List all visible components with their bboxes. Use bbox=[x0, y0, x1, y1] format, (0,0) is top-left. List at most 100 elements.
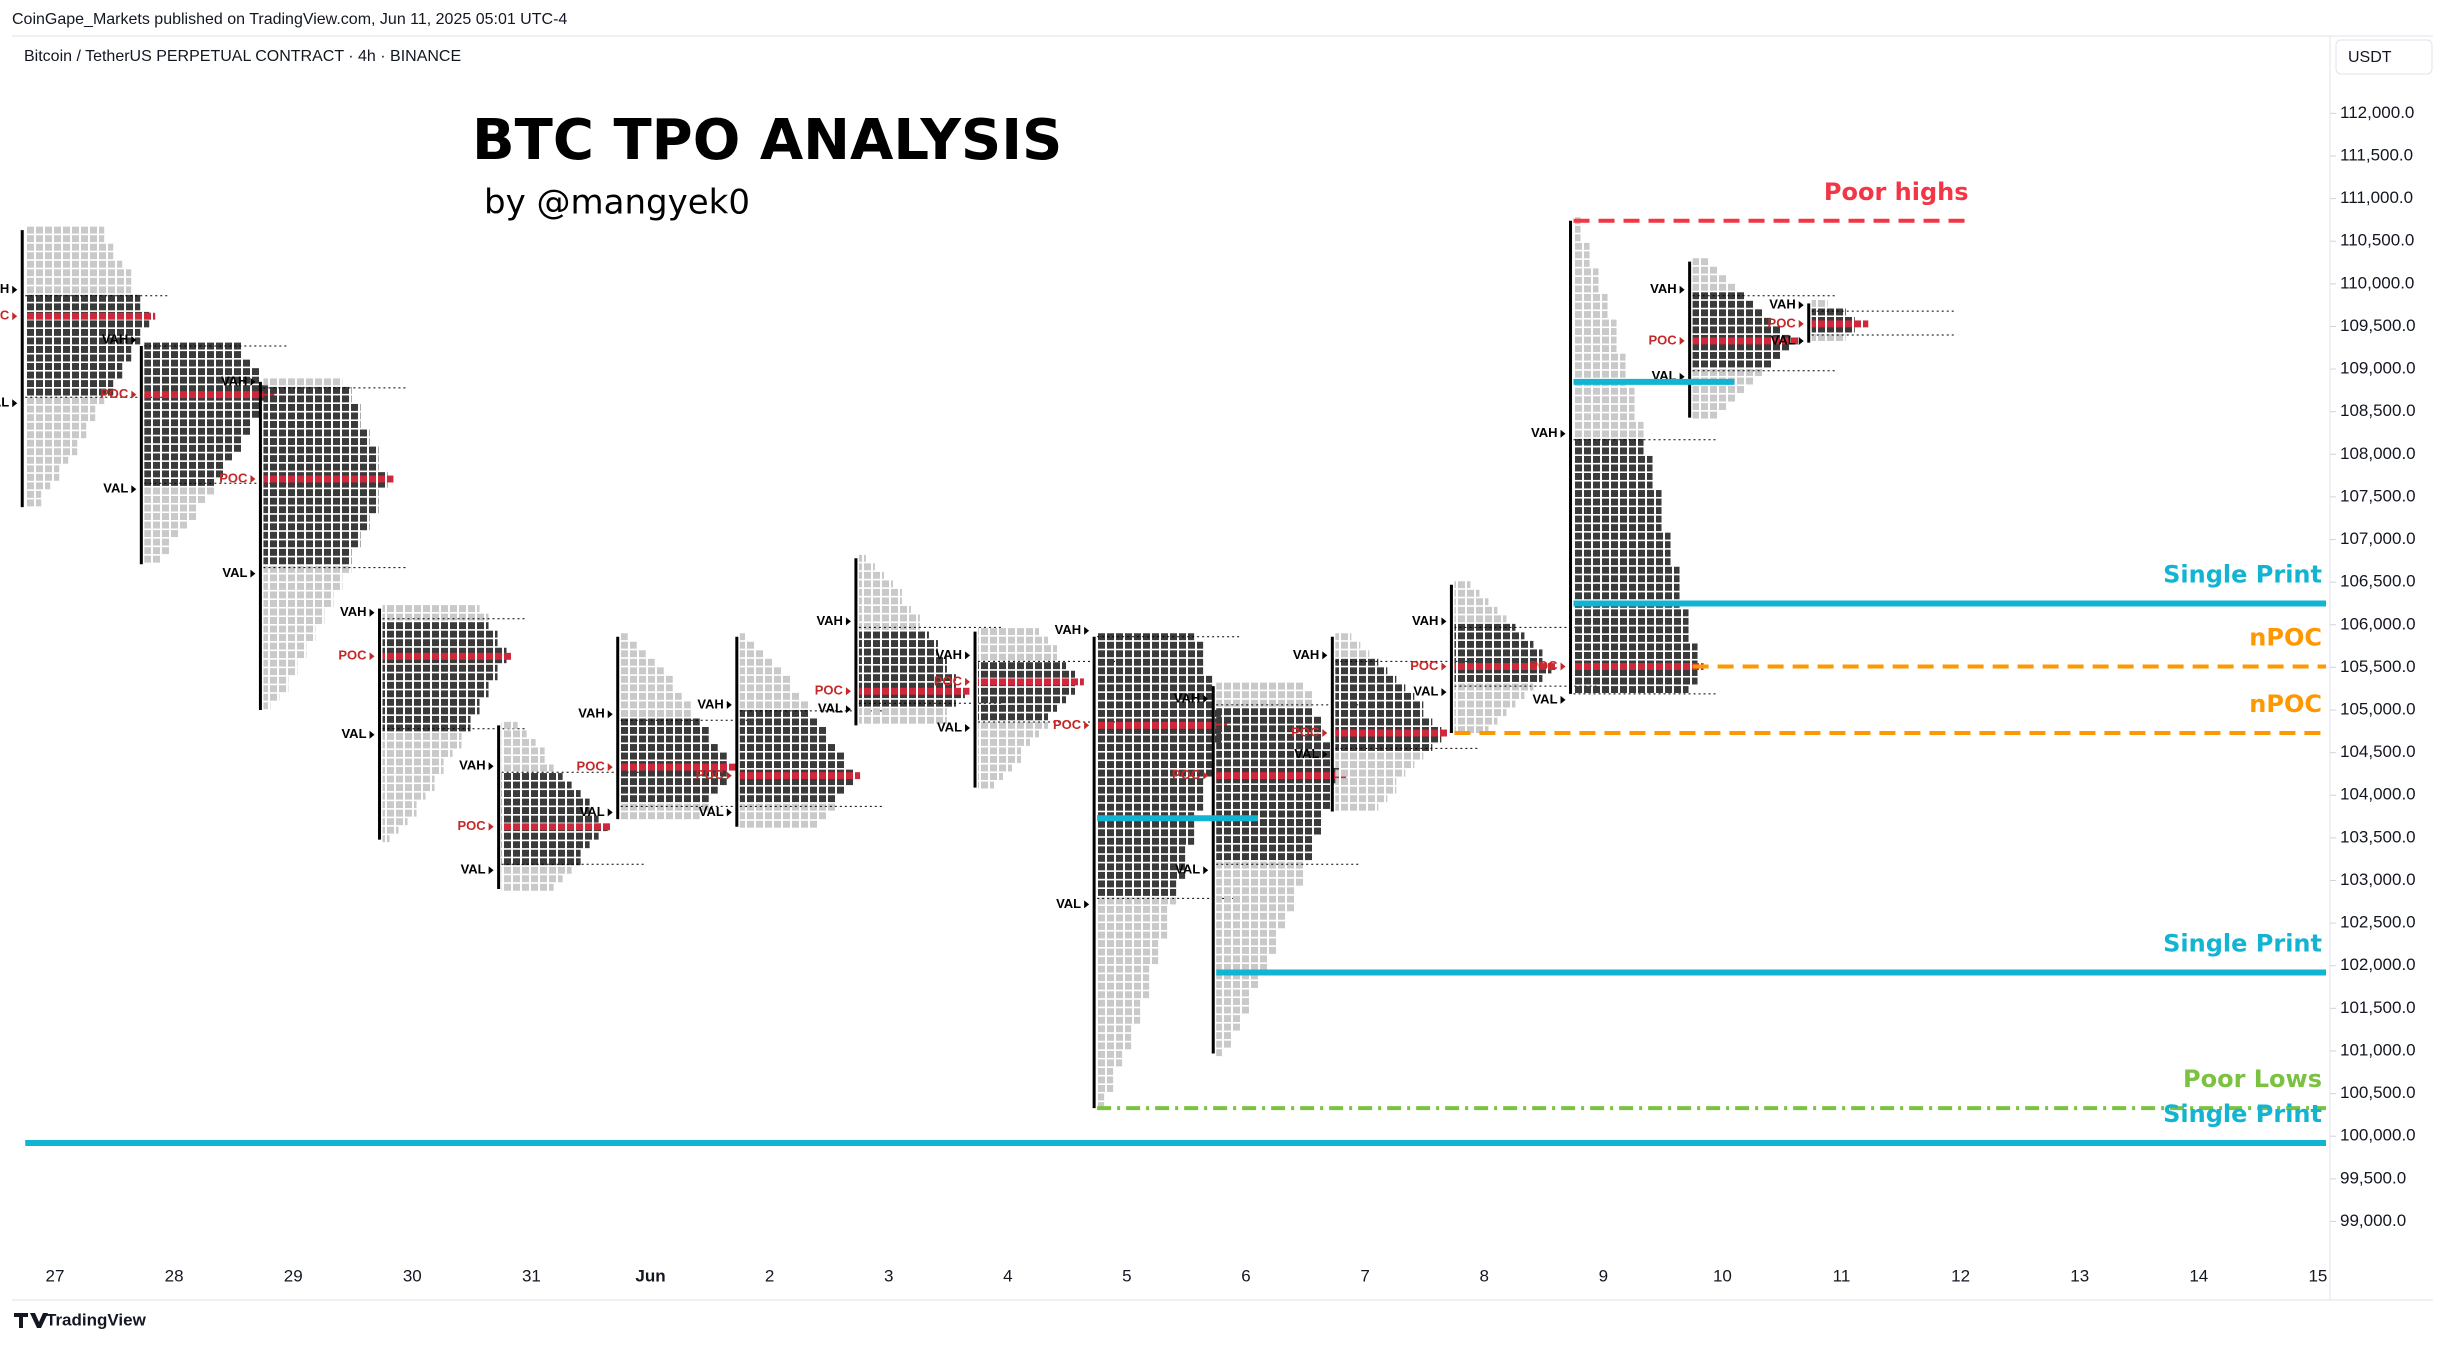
tpo-row bbox=[263, 540, 361, 548]
tpo-row bbox=[1573, 626, 1689, 634]
level-arrow bbox=[607, 808, 613, 817]
tpo-row bbox=[1097, 658, 1204, 666]
tpo-row bbox=[1573, 345, 1617, 353]
tpo-row bbox=[25, 226, 105, 234]
level-arrow bbox=[131, 336, 137, 345]
tpo-row bbox=[858, 588, 902, 596]
x-tick-label: 2 bbox=[765, 1266, 774, 1285]
val-label: VAL bbox=[0, 395, 9, 410]
tpo-row bbox=[1097, 897, 1177, 905]
tpo-row bbox=[382, 630, 498, 638]
tpo-row bbox=[1097, 778, 1204, 786]
tpo-row bbox=[1454, 700, 1516, 708]
tpo-row bbox=[1097, 701, 1213, 709]
tpo-row bbox=[501, 798, 590, 806]
y-tick-label: 110,000.0 bbox=[2340, 273, 2414, 292]
tpo-row bbox=[1454, 692, 1525, 699]
tpo-row bbox=[1573, 353, 1626, 361]
tpo-row bbox=[1097, 667, 1204, 675]
tpo-row bbox=[978, 696, 1067, 704]
x-tick-label: 28 bbox=[165, 1266, 184, 1285]
tpo-row bbox=[1573, 455, 1653, 463]
level-arrow bbox=[488, 822, 494, 831]
level-arrow bbox=[131, 390, 137, 399]
tpo-row bbox=[620, 786, 718, 794]
tpo-row bbox=[1335, 718, 1433, 726]
tpo-row bbox=[739, 744, 837, 751]
tpo-row bbox=[263, 489, 379, 497]
tpo-row bbox=[263, 668, 298, 676]
tpo-row bbox=[1454, 598, 1489, 606]
tpo-row bbox=[25, 252, 114, 260]
tpo-row bbox=[1097, 948, 1159, 956]
tpo-row bbox=[144, 513, 197, 520]
tpo-row bbox=[1097, 982, 1150, 990]
tpo-row bbox=[1097, 957, 1159, 965]
tpo-row bbox=[1692, 343, 1790, 351]
annotation-label: nPOC bbox=[2249, 624, 2322, 652]
tpo-row bbox=[1097, 1042, 1132, 1050]
tpo-row bbox=[263, 438, 370, 445]
tpo-row bbox=[1454, 615, 1507, 623]
val-label: VAL bbox=[341, 726, 366, 741]
tpo-row bbox=[858, 657, 947, 665]
tpo-row bbox=[263, 446, 379, 454]
poc-row bbox=[739, 772, 861, 780]
tpo-row bbox=[1573, 234, 1581, 242]
tpo-row bbox=[1097, 923, 1168, 930]
tpo-row bbox=[501, 807, 590, 815]
tpo-row bbox=[858, 580, 893, 588]
tpo-row bbox=[501, 858, 581, 866]
vah-label: VAH bbox=[1293, 647, 1319, 662]
poc-row bbox=[1097, 721, 1228, 729]
val-label: VAL bbox=[1771, 332, 1796, 347]
x-tick-label: Jun bbox=[635, 1266, 665, 1285]
y-tick-label: 100,000.0 bbox=[2340, 1126, 2416, 1145]
tpo-row bbox=[620, 692, 682, 700]
tpo-row bbox=[978, 713, 1049, 721]
tpo-row bbox=[1097, 1025, 1132, 1033]
y-tick-label: 109,500.0 bbox=[2340, 316, 2416, 335]
val-label: VAL bbox=[1532, 691, 1557, 706]
level-arrow bbox=[1441, 688, 1447, 697]
tpo-row bbox=[739, 752, 846, 760]
tpo-row bbox=[1216, 1049, 1224, 1057]
tpo-row bbox=[1216, 853, 1314, 861]
tpo-row bbox=[382, 707, 480, 715]
tpo-row bbox=[1335, 667, 1388, 675]
level-arrow bbox=[250, 475, 256, 484]
tpo-row bbox=[1573, 311, 1608, 318]
poc-label: POC bbox=[457, 818, 486, 833]
poc-label: POC bbox=[815, 683, 844, 698]
tpo-row bbox=[1335, 650, 1370, 658]
vah-label: VAH bbox=[816, 613, 842, 628]
tpo-row bbox=[1216, 733, 1323, 741]
tpo-row bbox=[739, 820, 819, 828]
tpo-row bbox=[858, 597, 902, 605]
tpo-row bbox=[1573, 524, 1662, 532]
tpo-row bbox=[263, 608, 325, 616]
tpo-row bbox=[1573, 541, 1671, 549]
x-tick-label: 4 bbox=[1003, 1266, 1012, 1285]
tpo-row bbox=[620, 667, 664, 675]
tpo-row bbox=[739, 727, 828, 734]
tpo-row bbox=[263, 395, 352, 403]
tpo-row bbox=[25, 235, 105, 243]
tpo-row bbox=[1573, 473, 1653, 480]
tpo-row bbox=[1216, 904, 1296, 912]
x-tick-label: 27 bbox=[46, 1266, 65, 1285]
x-tick-label: 6 bbox=[1241, 1266, 1250, 1285]
poc-row bbox=[25, 312, 156, 320]
currency[interactable]: USDT bbox=[2348, 49, 2392, 66]
tpo-row bbox=[1573, 336, 1617, 344]
level-arrow bbox=[965, 677, 971, 686]
currency-box[interactable] bbox=[2335, 39, 2433, 75]
poc-row bbox=[1454, 663, 1558, 671]
tpo-row bbox=[1216, 742, 1332, 750]
tpo-row bbox=[978, 687, 1076, 695]
x-tick-label: 12 bbox=[1951, 1266, 1970, 1285]
tpo-row bbox=[382, 673, 498, 681]
tpo-row bbox=[1454, 675, 1543, 682]
tpo-row bbox=[1692, 360, 1772, 368]
y-tick-label: 101,000.0 bbox=[2340, 1040, 2416, 1059]
